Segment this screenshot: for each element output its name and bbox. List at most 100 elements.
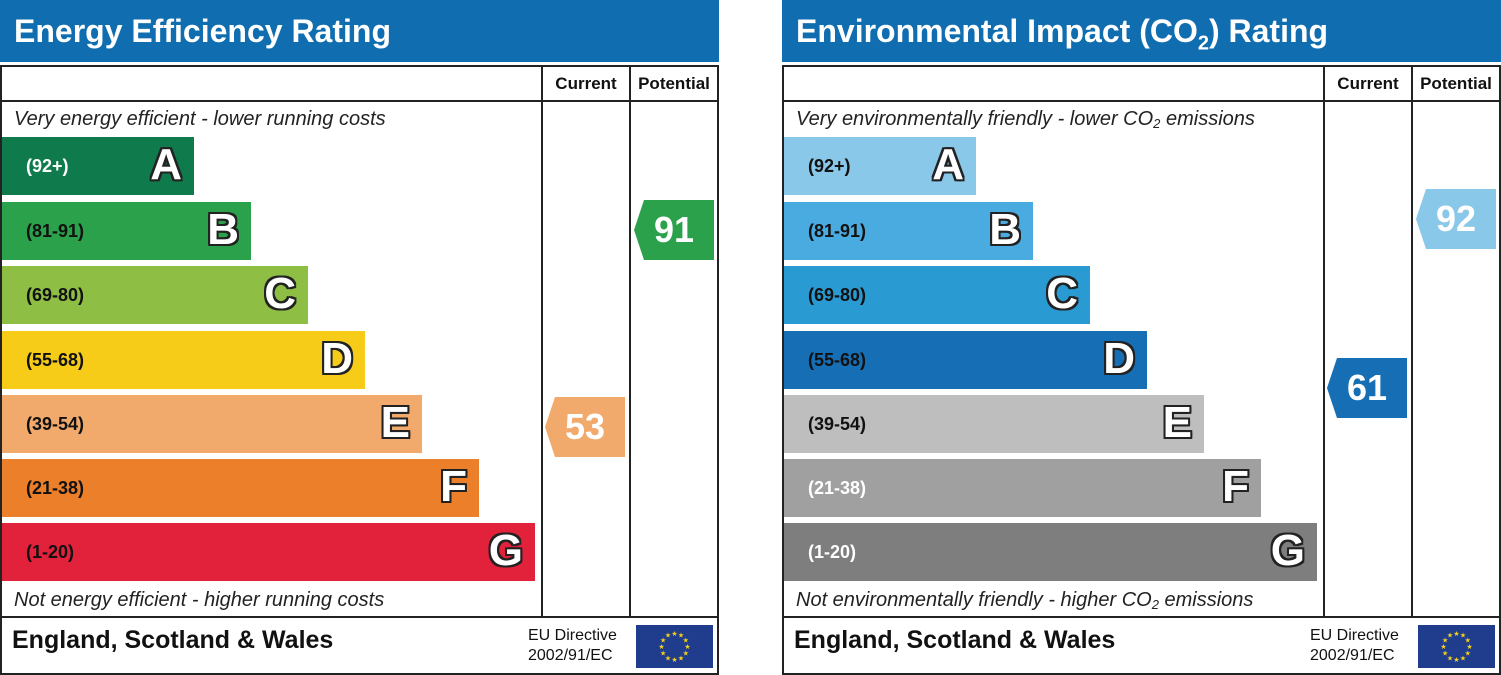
svg-text:★: ★ [660, 650, 666, 658]
band-range-label: (1-20) [808, 542, 857, 562]
rating-band-g: (1-20) G [784, 523, 1317, 581]
chart-frame [782, 65, 1501, 675]
panel-title: Environmental Impact (CO2) Rating [782, 0, 1501, 62]
band-letter: B [207, 205, 239, 254]
divider-current [1323, 65, 1325, 618]
svg-text:★: ★ [671, 630, 677, 638]
svg-text:★: ★ [1460, 654, 1466, 662]
band-range-label: (21-38) [808, 478, 867, 498]
svg-text:★: ★ [1447, 632, 1453, 640]
rating-band-c: (69-80) C [2, 266, 308, 324]
top-caption: Very environmentally friendly - lower CO… [796, 108, 1255, 131]
bottom-caption: Not energy efficient - higher running co… [14, 589, 385, 611]
eu-flag-icon: ★★★★★★★★★ ★ ★★ [636, 625, 713, 668]
band-letter: D [1103, 334, 1135, 383]
top-caption: Very energy efficient - lower running co… [14, 108, 386, 130]
band-range-label: (55-68) [26, 350, 85, 370]
band-letter: G [1270, 526, 1305, 575]
band-range-label: (92+) [26, 156, 69, 176]
svg-text:★: ★ [1460, 632, 1466, 640]
rating-band-d: (55-68) D [784, 331, 1147, 389]
divider-footer-row [0, 616, 719, 618]
band-range-label: (69-80) [808, 285, 867, 305]
svg-text:★: ★ [660, 637, 666, 645]
column-header-potential: Potential [1420, 74, 1492, 93]
rating-band-e: (39-54) E [784, 395, 1204, 453]
rating-band-a: (92+) A [2, 137, 194, 195]
eu-directive-text: EU Directive 2002/91/EC [528, 627, 617, 664]
current-rating-value: 53 [564, 406, 606, 447]
divider-header-row [782, 100, 1501, 102]
svg-text:★: ★ [678, 654, 684, 662]
rating-band-b: (81-91) B [784, 202, 1033, 260]
chart-frame [0, 65, 719, 675]
potential-rating-indicator: 91 [634, 200, 714, 260]
rating-band-f: (21-38) F [784, 459, 1261, 517]
band-range-label: (92+) [808, 156, 851, 176]
svg-text:★: ★ [1453, 630, 1459, 638]
eu-directive-text: EU Directive 2002/91/EC [1310, 627, 1399, 664]
svg-text:★: ★ [1440, 643, 1446, 651]
rating-band-f: (21-38) F [2, 459, 479, 517]
column-header-current: Current [1337, 74, 1399, 93]
column-header-current: Current [555, 74, 617, 93]
band-letter: C [1046, 269, 1078, 318]
divider-potential [1411, 65, 1413, 618]
svg-text:★: ★ [665, 632, 671, 640]
rating-band-g: (1-20) G [2, 523, 535, 581]
bottom-caption: Not environmentally friendly - higher CO… [796, 589, 1254, 612]
current-rating-indicator: 53 [545, 397, 625, 457]
band-range-label: (81-91) [808, 221, 867, 241]
band-range-label: (21-38) [26, 478, 85, 498]
eu-flag-icon: ★★★★★★★★★ ★ ★★ [1418, 625, 1495, 668]
band-letter: F [1222, 462, 1249, 511]
svg-text:★: ★ [1442, 650, 1448, 658]
band-range-label: (55-68) [808, 350, 867, 370]
current-rating-value: 61 [1346, 367, 1388, 408]
svg-text:★: ★ [678, 632, 684, 640]
band-letter: E [1162, 398, 1192, 447]
svg-text:★: ★ [1466, 643, 1472, 651]
potential-rating-value: 92 [1435, 198, 1477, 239]
band-range-label: (1-20) [26, 542, 75, 562]
band-range-label: (39-54) [26, 414, 85, 434]
band-letter: G [488, 526, 523, 575]
svg-text:★: ★ [1453, 656, 1459, 664]
rating-band-a: (92+) A [784, 137, 976, 195]
divider-potential [629, 65, 631, 618]
rating-band-b: (81-91) B [2, 202, 251, 260]
divider-footer-row [782, 616, 1501, 618]
environmental-impact-panel: Environmental Impact (CO2) Rating Curren… [782, 0, 1501, 675]
current-rating-indicator: 61 [1327, 358, 1407, 418]
band-letter: F [440, 462, 467, 511]
band-range-label: (81-91) [26, 221, 85, 241]
footer-region: England, Scotland & Wales [12, 626, 334, 654]
svg-text:★: ★ [1465, 650, 1471, 658]
rating-band-d: (55-68) D [2, 331, 365, 389]
svg-text:★: ★ [1447, 654, 1453, 662]
band-letter: C [264, 269, 296, 318]
band-letter: E [380, 398, 410, 447]
band-letter: A [932, 140, 964, 189]
rating-band-c: (69-80) C [784, 266, 1090, 324]
footer-region: England, Scotland & Wales [794, 626, 1116, 654]
divider-current [541, 65, 543, 618]
svg-text:★: ★ [671, 656, 677, 664]
svg-text:★: ★ [658, 643, 664, 651]
band-range-label: (69-80) [26, 285, 85, 305]
band-letter: A [150, 140, 182, 189]
band-letter: B [989, 205, 1021, 254]
potential-rating-indicator: 92 [1416, 189, 1496, 249]
svg-text:★: ★ [665, 654, 671, 662]
band-letter: D [321, 334, 353, 383]
svg-text:★: ★ [1465, 637, 1471, 645]
band-range-label: (39-54) [808, 414, 867, 434]
svg-text:★: ★ [684, 643, 690, 651]
column-header-potential: Potential [638, 74, 710, 93]
potential-rating-value: 91 [653, 209, 695, 250]
energy-efficiency-panel: Energy Efficiency Rating Current Potenti… [0, 0, 719, 675]
rating-band-e: (39-54) E [2, 395, 422, 453]
svg-text:★: ★ [683, 637, 689, 645]
svg-text:★: ★ [683, 650, 689, 658]
panel-title: Energy Efficiency Rating [0, 0, 719, 62]
